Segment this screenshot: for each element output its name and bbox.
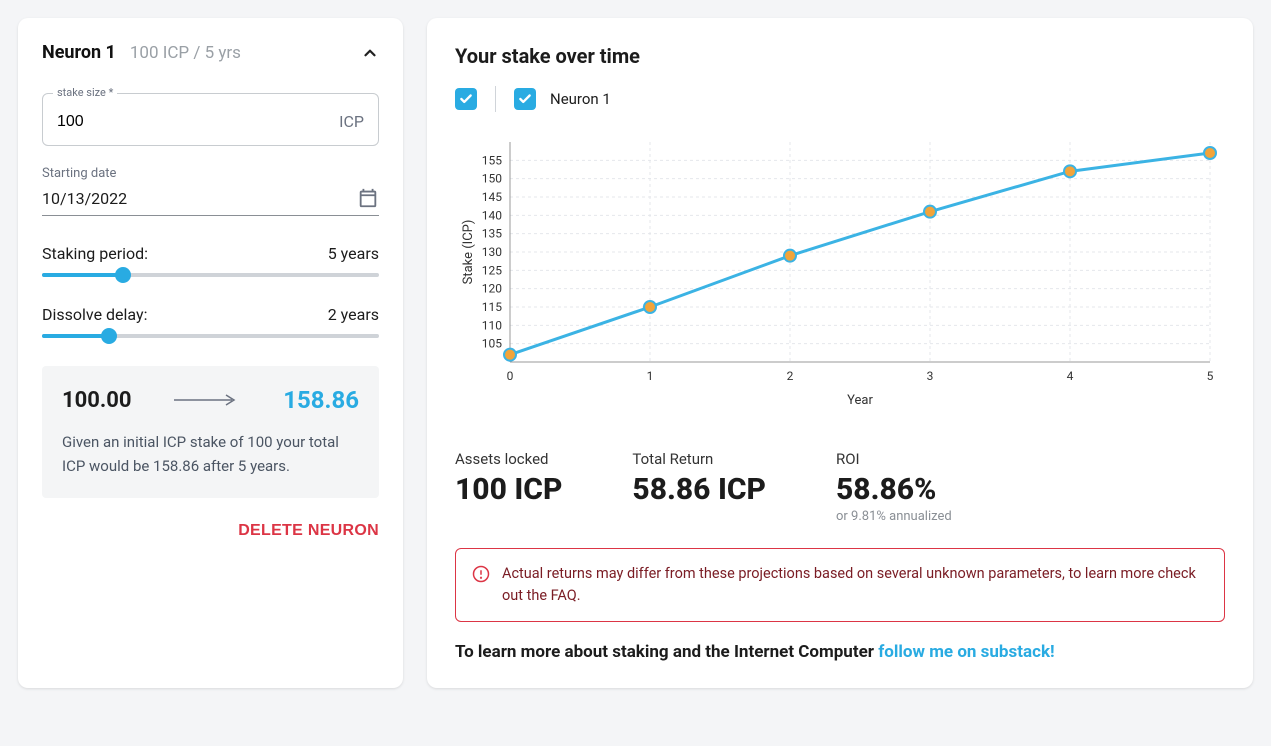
svg-text:3: 3 — [927, 369, 934, 383]
dissolve-fill — [42, 334, 109, 338]
legend-separator — [495, 86, 496, 112]
stat-roi-value: 58.86% — [836, 472, 952, 507]
staking-thumb[interactable] — [115, 267, 131, 283]
dissolve-delay-slider[interactable] — [42, 334, 379, 338]
dissolve-delay-block: Dissolve delay: 2 years — [42, 305, 379, 338]
alert-icon — [472, 565, 490, 583]
stake-size-field[interactable]: stake size * ICP — [42, 93, 379, 146]
svg-text:Year: Year — [847, 393, 873, 408]
staking-period-slider[interactable] — [42, 273, 379, 277]
neuron-config-panel: Neuron 1 100 ICP / 5 yrs stake size * IC… — [18, 18, 403, 688]
svg-text:2: 2 — [787, 369, 794, 383]
svg-text:4: 4 — [1067, 369, 1074, 383]
staking-period-value: 5 years — [328, 244, 379, 263]
svg-text:145: 145 — [482, 190, 502, 204]
chart-panel: Your stake over time Neuron 1 1051101151… — [427, 18, 1253, 688]
legend-row: Neuron 1 — [455, 86, 1225, 112]
stat-assets-value: 100 ICP — [455, 472, 562, 507]
collapse-icon[interactable] — [361, 44, 379, 62]
dissolve-delay-label: Dissolve delay: — [42, 305, 147, 324]
result-to: 158.86 — [283, 386, 359, 414]
svg-text:5: 5 — [1207, 369, 1214, 383]
stat-return-label: Total Return — [632, 450, 766, 468]
legend-neuron1-checkbox[interactable] — [514, 88, 536, 110]
stat-return: Total Return 58.86 ICP — [632, 450, 766, 524]
learn-more-link[interactable]: follow me on substack! — [878, 642, 1054, 662]
learn-more: To learn more about staking and the Inte… — [455, 642, 1225, 662]
stat-roi: ROI 58.86% or 9.81% annualized — [836, 450, 952, 524]
neuron-subtitle: 100 ICP / 5 yrs — [130, 43, 241, 63]
dissolve-thumb[interactable] — [101, 328, 117, 344]
svg-text:1: 1 — [647, 369, 654, 383]
starting-date-field: Starting date 10/13/2022 — [42, 166, 379, 216]
legend-master-checkbox[interactable] — [455, 88, 477, 110]
starting-date-value[interactable]: 10/13/2022 — [42, 189, 127, 208]
stat-assets: Assets locked 100 ICP — [455, 450, 562, 524]
stat-assets-label: Assets locked — [455, 450, 562, 468]
svg-text:110: 110 — [482, 318, 502, 332]
svg-text:155: 155 — [482, 153, 502, 167]
neuron-header: Neuron 1 100 ICP / 5 yrs — [42, 42, 379, 63]
legend-neuron1-label: Neuron 1 — [550, 90, 611, 108]
dissolve-delay-value: 2 years — [328, 305, 379, 324]
neuron-title: Neuron 1 — [42, 42, 116, 63]
svg-text:150: 150 — [482, 172, 502, 186]
stake-size-label: stake size * — [53, 86, 117, 99]
learn-more-prefix: To learn more about staking and the Inte… — [455, 642, 878, 662]
svg-text:115: 115 — [482, 300, 502, 314]
stat-return-value: 58.86 ICP — [632, 472, 766, 507]
disclaimer-alert: Actual returns may differ from these pro… — [455, 548, 1225, 622]
alert-text: Actual returns may differ from these pro… — [502, 563, 1208, 607]
result-box: 100.00 158.86 Given an initial ICP stake… — [42, 366, 379, 498]
svg-text:130: 130 — [482, 245, 502, 259]
staking-period-block: Staking period: 5 years — [42, 244, 379, 277]
staking-fill — [42, 273, 123, 277]
svg-text:120: 120 — [482, 282, 502, 296]
result-from: 100.00 — [62, 388, 132, 413]
svg-text:125: 125 — [482, 263, 502, 277]
staking-period-label: Staking period: — [42, 244, 148, 263]
calendar-icon[interactable] — [357, 187, 379, 209]
stake-size-unit: ICP — [339, 112, 364, 131]
svg-text:Stake (ICP): Stake (ICP) — [461, 220, 476, 285]
stake-size-input[interactable] — [57, 113, 339, 131]
stat-roi-sub: or 9.81% annualized — [836, 509, 952, 524]
arrow-icon — [132, 394, 284, 406]
svg-text:105: 105 — [482, 337, 502, 351]
stat-roi-label: ROI — [836, 450, 952, 468]
starting-date-label: Starting date — [42, 166, 379, 181]
svg-text:135: 135 — [482, 227, 502, 241]
chart-title: Your stake over time — [455, 44, 1225, 68]
svg-text:140: 140 — [482, 208, 502, 222]
svg-text:0: 0 — [507, 369, 514, 383]
delete-neuron-button[interactable]: DELETE NEURON — [238, 522, 379, 540]
stats-row: Assets locked 100 ICP Total Return 58.86… — [455, 450, 1225, 524]
stake-chart: 105 110 115 120 125 130 135 140 145 150 155 0 1 2 3 4 5 Y… — [455, 132, 1225, 426]
result-description: Given an initial ICP stake of 100 your t… — [62, 430, 359, 478]
